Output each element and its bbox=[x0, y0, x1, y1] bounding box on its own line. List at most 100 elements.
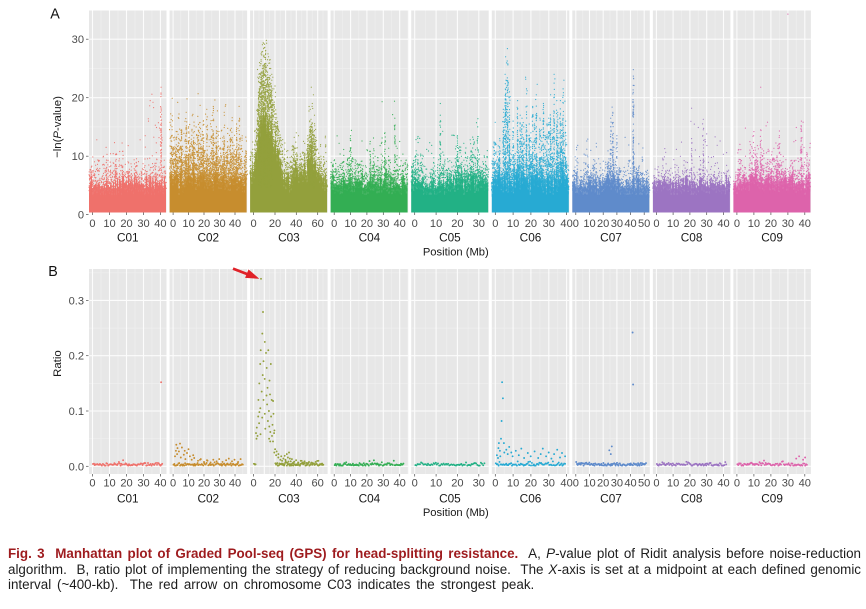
svg-text:20: 20 bbox=[120, 218, 132, 230]
svg-text:50: 50 bbox=[638, 218, 650, 230]
svg-text:C04: C04 bbox=[359, 491, 381, 505]
svg-text:30: 30 bbox=[137, 477, 149, 489]
svg-text:C09: C09 bbox=[761, 231, 783, 245]
svg-text:30: 30 bbox=[701, 477, 713, 489]
svg-text:20: 20 bbox=[765, 218, 777, 230]
svg-text:Ratio: Ratio bbox=[52, 350, 64, 377]
svg-text:0: 0 bbox=[573, 218, 579, 230]
svg-text:30: 30 bbox=[137, 218, 149, 230]
svg-text:30: 30 bbox=[611, 218, 623, 230]
svg-text:30: 30 bbox=[213, 477, 225, 489]
svg-text:10: 10 bbox=[430, 218, 442, 230]
svg-text:0: 0 bbox=[251, 477, 257, 489]
svg-text:20: 20 bbox=[684, 477, 696, 489]
svg-text:C03: C03 bbox=[278, 231, 300, 245]
svg-text:60: 60 bbox=[312, 477, 324, 489]
svg-text:20: 20 bbox=[361, 477, 373, 489]
svg-text:C07: C07 bbox=[600, 231, 622, 245]
svg-text:20: 20 bbox=[269, 218, 281, 230]
svg-text:0.0: 0.0 bbox=[69, 461, 84, 473]
svg-text:40: 40 bbox=[229, 218, 241, 230]
svg-text:40: 40 bbox=[290, 477, 302, 489]
svg-text:10: 10 bbox=[72, 151, 84, 163]
svg-text:40: 40 bbox=[717, 218, 729, 230]
svg-text:A: A bbox=[50, 6, 60, 22]
svg-text:0: 0 bbox=[89, 218, 95, 230]
svg-text:40: 40 bbox=[624, 218, 636, 230]
svg-text:30: 30 bbox=[543, 218, 555, 230]
svg-text:10: 10 bbox=[430, 477, 442, 489]
svg-text:10: 10 bbox=[748, 218, 760, 230]
svg-text:0: 0 bbox=[331, 477, 337, 489]
svg-text:40: 40 bbox=[290, 218, 302, 230]
svg-text:0: 0 bbox=[412, 218, 418, 230]
svg-text:60: 60 bbox=[312, 218, 324, 230]
svg-text:0: 0 bbox=[653, 477, 659, 489]
svg-text:0: 0 bbox=[734, 218, 740, 230]
svg-text:0: 0 bbox=[170, 477, 176, 489]
svg-text:0: 0 bbox=[170, 218, 176, 230]
svg-text:40: 40 bbox=[560, 218, 572, 230]
svg-text:20: 20 bbox=[684, 218, 696, 230]
svg-text:40: 40 bbox=[717, 477, 729, 489]
svg-text:30: 30 bbox=[782, 477, 794, 489]
svg-text:0: 0 bbox=[492, 218, 498, 230]
svg-text:40: 40 bbox=[799, 477, 811, 489]
svg-text:40: 40 bbox=[154, 218, 166, 230]
svg-text:20: 20 bbox=[597, 477, 609, 489]
svg-text:20: 20 bbox=[525, 477, 537, 489]
svg-text:0: 0 bbox=[251, 218, 257, 230]
svg-text:30: 30 bbox=[377, 218, 389, 230]
svg-text:C06: C06 bbox=[520, 231, 542, 245]
svg-text:0: 0 bbox=[412, 477, 418, 489]
svg-text:10: 10 bbox=[748, 477, 760, 489]
svg-text:40: 40 bbox=[624, 477, 636, 489]
svg-text:30: 30 bbox=[543, 477, 555, 489]
svg-text:C02: C02 bbox=[197, 491, 219, 505]
svg-text:0: 0 bbox=[492, 477, 498, 489]
svg-text:0: 0 bbox=[331, 218, 337, 230]
svg-text:0: 0 bbox=[734, 477, 740, 489]
svg-text:10: 10 bbox=[103, 218, 115, 230]
svg-text:Position (Mb): Position (Mb) bbox=[423, 507, 489, 519]
svg-text:20: 20 bbox=[765, 477, 777, 489]
svg-text:10: 10 bbox=[182, 477, 194, 489]
svg-text:B: B bbox=[48, 264, 58, 280]
svg-text:10: 10 bbox=[583, 477, 595, 489]
svg-text:C06: C06 bbox=[520, 491, 542, 505]
svg-text:0: 0 bbox=[653, 218, 659, 230]
svg-text:C04: C04 bbox=[359, 231, 381, 245]
svg-text:10: 10 bbox=[344, 477, 356, 489]
svg-text:20: 20 bbox=[525, 218, 537, 230]
svg-text:30: 30 bbox=[473, 218, 485, 230]
svg-text:C05: C05 bbox=[439, 491, 461, 505]
svg-text:50: 50 bbox=[638, 477, 650, 489]
svg-text:20: 20 bbox=[451, 477, 463, 489]
svg-text:C08: C08 bbox=[681, 231, 703, 245]
svg-text:30: 30 bbox=[611, 477, 623, 489]
svg-text:C02: C02 bbox=[197, 231, 219, 245]
svg-text:C01: C01 bbox=[117, 491, 139, 505]
svg-text:Position (Mb): Position (Mb) bbox=[423, 247, 489, 259]
svg-text:40: 40 bbox=[394, 477, 406, 489]
svg-text:10: 10 bbox=[344, 218, 356, 230]
svg-text:30: 30 bbox=[473, 477, 485, 489]
svg-text:20: 20 bbox=[120, 477, 132, 489]
svg-text:−ln(P-value): −ln(P-value) bbox=[52, 96, 64, 158]
svg-text:40: 40 bbox=[560, 477, 572, 489]
svg-text:30: 30 bbox=[701, 218, 713, 230]
svg-text:C03: C03 bbox=[278, 491, 300, 505]
svg-text:20: 20 bbox=[597, 218, 609, 230]
svg-text:0.2: 0.2 bbox=[69, 351, 84, 363]
svg-text:10: 10 bbox=[507, 477, 519, 489]
svg-text:10: 10 bbox=[667, 477, 679, 489]
svg-text:C09: C09 bbox=[761, 491, 783, 505]
svg-text:30: 30 bbox=[72, 34, 84, 46]
svg-text:0: 0 bbox=[89, 477, 95, 489]
svg-text:40: 40 bbox=[154, 477, 166, 489]
svg-text:20: 20 bbox=[451, 218, 463, 230]
svg-text:C07: C07 bbox=[600, 491, 622, 505]
svg-text:10: 10 bbox=[103, 477, 115, 489]
svg-text:C05: C05 bbox=[439, 231, 461, 245]
svg-text:30: 30 bbox=[213, 218, 225, 230]
